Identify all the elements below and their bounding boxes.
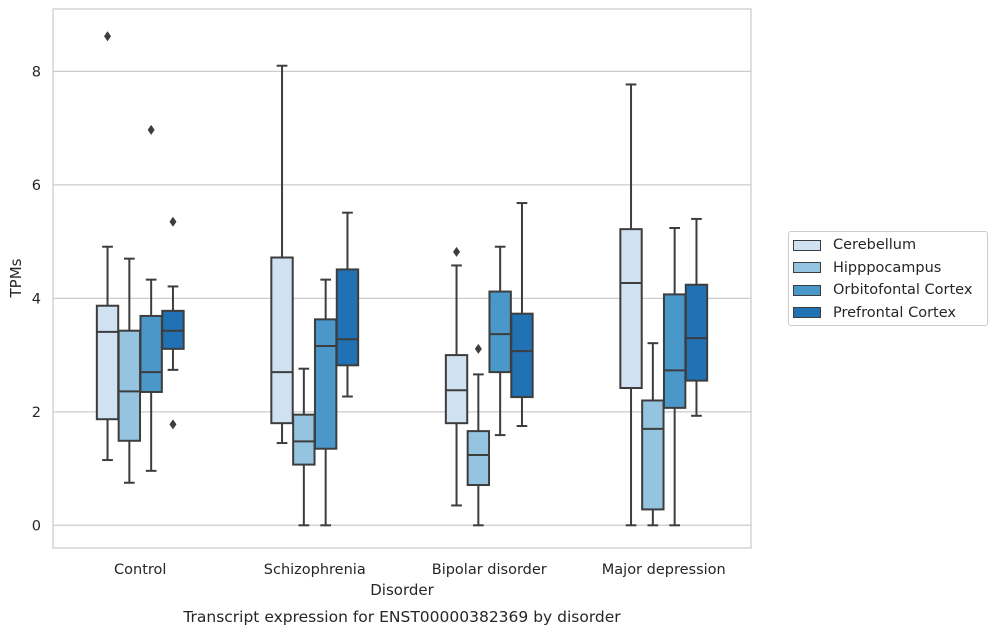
legend-label: Cerebellum <box>833 237 917 253</box>
legend-item: Cerebellum <box>793 235 916 255</box>
y-axis-label: TPMs <box>7 258 25 298</box>
boxplots <box>95 31 709 527</box>
legend-item: Orbitofontal Cortex <box>793 280 972 300</box>
box-cerebellum <box>270 64 294 445</box>
box-prefrontal-cortex <box>161 216 185 430</box>
outlier-marker <box>169 216 177 227</box>
y-tick-label: 2 <box>32 405 41 421</box>
x-tick-label: Schizophrenia <box>264 562 366 578</box>
chart-caption: Transcript expression for ENST0000038236… <box>182 608 621 626</box>
outlier-marker <box>453 246 461 257</box>
x-tick-labels: Control Schizophrenia Bipolar disorder Majo… <box>114 562 726 578</box>
legend-swatch <box>793 307 821 318</box>
y-tick-labels: 0 2 4 6 8 <box>32 64 41 534</box>
box-hipppocampus <box>292 367 316 527</box>
x-axis-label: Disorder <box>370 581 434 599</box>
legend-label: Orbitofontal Cortex <box>833 282 973 298</box>
box-iqr <box>684 283 709 382</box>
box-iqr <box>466 430 491 487</box>
legend: Cerebellum Hipppocampus Orbitofontal Corte… <box>788 231 988 326</box>
box-cerebellum <box>619 83 643 527</box>
box-cerebellum <box>444 246 469 507</box>
outlier-marker <box>147 124 155 135</box>
box-prefrontal-cortex <box>510 202 534 428</box>
box-hipppocampus <box>641 342 665 527</box>
legend-swatch <box>793 239 821 251</box>
x-tick-label: Control <box>114 562 166 578</box>
x-tick-label: Bipolar disorder <box>432 562 547 578</box>
y-tick-label: 4 <box>32 291 41 307</box>
box-prefrontal-cortex <box>684 217 709 417</box>
box-iqr <box>335 268 360 367</box>
box-iqr <box>292 413 316 466</box>
box-cerebellum <box>95 31 120 462</box>
box-iqr <box>117 329 142 442</box>
legend-item: Hipppocampus <box>793 258 941 278</box>
box-iqr <box>139 314 163 393</box>
y-tick-label: 6 <box>32 178 41 194</box>
y-tick-label: 8 <box>32 64 41 80</box>
x-tick-label: Major depression <box>602 562 726 578</box>
box-iqr <box>313 318 338 450</box>
legend-swatch <box>793 262 821 273</box>
box-orbitofontal-cortex <box>488 245 512 437</box>
box-iqr <box>510 312 534 399</box>
box-iqr <box>662 293 687 409</box>
box-hipppocampus <box>466 343 491 527</box>
legend-label: Prefrontal Cortex <box>833 304 956 321</box>
box-orbitofontal-cortex <box>139 124 163 472</box>
box-orbitofontal-cortex <box>313 278 338 527</box>
legend-label: Hipppocampus <box>833 259 942 276</box>
box-iqr <box>444 354 469 425</box>
box-iqr <box>619 228 643 390</box>
legend-swatch <box>793 284 821 296</box>
outlier-marker <box>474 343 482 354</box>
legend-item: Prefrontal Cortex <box>793 303 956 323</box>
outlier-marker <box>169 419 177 430</box>
box-iqr <box>488 290 512 374</box>
box-iqr <box>270 256 294 425</box>
box-iqr <box>641 399 665 511</box>
y-tick-label: 0 <box>32 518 41 534</box>
outlier-marker <box>104 31 112 42</box>
box-iqr <box>95 304 120 421</box>
box-prefrontal-cortex <box>335 211 360 398</box>
